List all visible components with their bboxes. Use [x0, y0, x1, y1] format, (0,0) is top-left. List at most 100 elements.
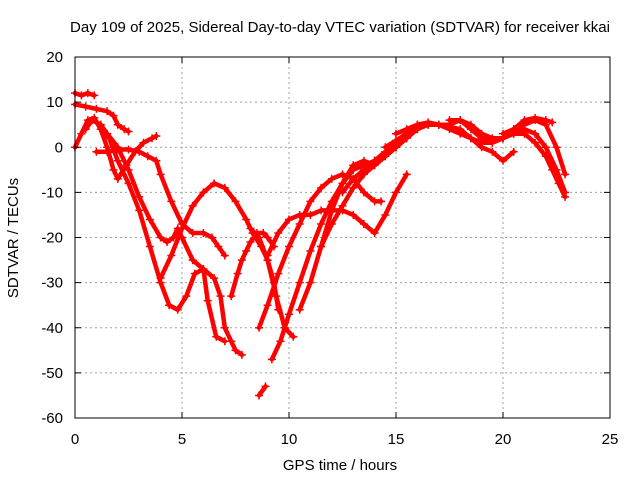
data-point	[90, 91, 99, 100]
data-point	[499, 129, 507, 138]
series-sat-a	[72, 90, 97, 98]
data-point	[103, 107, 112, 116]
data-point	[259, 228, 268, 237]
data-point	[509, 125, 518, 134]
data-point	[109, 111, 118, 120]
data-point	[488, 138, 497, 147]
data-point	[338, 179, 347, 188]
data-point	[109, 165, 118, 174]
data-point	[233, 269, 242, 278]
data-point	[276, 337, 285, 346]
data-point	[552, 165, 561, 174]
data-point	[255, 233, 264, 242]
data-point	[199, 228, 208, 237]
data-point	[509, 147, 518, 156]
data-point	[317, 206, 326, 215]
data-point	[499, 156, 507, 165]
y-tick-label: -60	[41, 410, 63, 427]
data-point	[306, 278, 315, 287]
data-point	[381, 143, 390, 152]
x-axis-label: GPS time / hours	[283, 457, 397, 474]
data-point	[456, 116, 465, 125]
data-point	[210, 179, 219, 188]
data-point	[231, 346, 240, 355]
data-point	[77, 129, 86, 138]
y-axis-ticks: 20 10 0 -10 -20 -30 -40 -50 -60	[41, 49, 610, 427]
data-point	[242, 215, 251, 224]
data-point	[541, 143, 550, 152]
data-point	[165, 301, 174, 310]
data-point	[285, 242, 293, 251]
data-point	[295, 219, 304, 228]
data-point	[227, 292, 236, 301]
data-point	[120, 125, 129, 134]
y-tick-label: -10	[41, 184, 63, 201]
data-point	[263, 251, 272, 260]
data-point	[402, 170, 411, 179]
data-point	[531, 113, 540, 122]
data-point	[156, 170, 165, 179]
x-tick-label: 15	[388, 431, 405, 448]
data-point	[152, 156, 161, 165]
data-point	[392, 129, 400, 138]
series-sat-o	[256, 384, 268, 398]
data-point	[81, 125, 90, 134]
data-point	[531, 129, 540, 138]
data-point	[267, 355, 276, 364]
data-point	[83, 89, 92, 98]
x-axis-ticks: 0 5 10 15 20 25	[71, 57, 618, 448]
data-point	[317, 183, 326, 192]
data-point	[370, 156, 379, 165]
data-point	[392, 188, 400, 197]
data-point	[306, 197, 315, 206]
data-point	[148, 134, 157, 143]
data-point	[445, 116, 454, 125]
data-point	[178, 224, 186, 233]
data-point	[188, 201, 197, 210]
data-point	[456, 125, 465, 134]
data-point	[188, 228, 197, 237]
data-point	[466, 125, 475, 134]
data-point	[145, 242, 154, 251]
y-tick-label: -40	[41, 320, 63, 337]
data-point	[145, 215, 154, 224]
data-point	[124, 127, 133, 136]
y-tick-label: -30	[41, 275, 63, 292]
data-point	[156, 233, 165, 242]
data-point	[246, 224, 255, 233]
data-point	[92, 104, 101, 113]
data-point	[359, 188, 368, 197]
data-point	[231, 197, 240, 206]
data-point	[561, 170, 570, 179]
data-point	[156, 274, 165, 283]
series-sat-r	[393, 117, 568, 195]
data-point	[220, 251, 229, 260]
data-point	[182, 292, 191, 301]
data-point	[338, 201, 347, 210]
data-point	[103, 147, 112, 156]
data-point	[531, 138, 540, 147]
data-point	[88, 116, 97, 125]
grid-layer	[75, 57, 610, 418]
x-tick-label: 20	[495, 431, 512, 448]
data-point	[190, 269, 199, 278]
data-point	[263, 301, 272, 310]
data-point	[113, 143, 122, 152]
data-point	[327, 206, 336, 215]
series-layer	[71, 89, 570, 400]
data-point	[188, 256, 197, 265]
data-point	[207, 233, 216, 242]
data-point	[124, 165, 133, 174]
data-point	[113, 156, 122, 165]
data-point	[203, 296, 212, 305]
data-point	[135, 147, 144, 156]
data-point	[349, 183, 358, 192]
data-point	[124, 179, 133, 188]
y-tick-label: 0	[55, 139, 63, 156]
data-point	[289, 332, 298, 341]
data-point	[199, 188, 208, 197]
data-point	[381, 210, 390, 219]
chart-title: Day 109 of 2025, Sidereal Day-to-day VTE…	[70, 19, 610, 36]
data-point	[349, 210, 358, 219]
data-point	[359, 219, 368, 228]
